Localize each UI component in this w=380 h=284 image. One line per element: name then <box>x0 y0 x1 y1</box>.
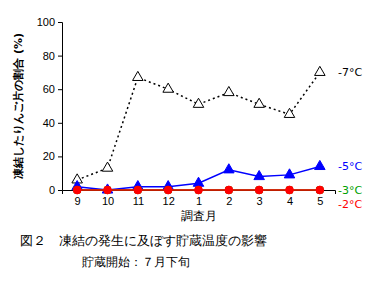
y-tick-mark <box>58 190 62 191</box>
x-axis-title: 調査月 <box>181 209 217 223</box>
y-tick: 0 <box>49 184 62 196</box>
series-marker <box>102 162 113 171</box>
series-marker <box>163 83 174 92</box>
series-marker <box>133 71 144 80</box>
series-label: -3°C <box>338 184 362 197</box>
series-marker <box>73 186 81 194</box>
series-marker <box>104 186 112 194</box>
series-marker <box>195 186 203 194</box>
series-label: -5°C <box>338 160 362 173</box>
series-marker <box>193 177 204 186</box>
series-marker <box>286 186 294 194</box>
x-tick-label: 3 <box>257 195 263 207</box>
x-tick-label: 2 <box>226 195 232 207</box>
y-axis-title: 凍結したりんご片の割合 (%) <box>12 33 25 179</box>
y-tick: 60 <box>43 83 62 95</box>
y-tick-mark <box>58 89 62 90</box>
y-tick-label: 80 <box>43 50 55 62</box>
x-tick-label: 10 <box>102 195 114 207</box>
x-tick-label: 1 <box>196 195 202 207</box>
series-marker <box>74 187 80 193</box>
y-tick: 100 <box>37 16 62 28</box>
y-tick-label: 0 <box>49 184 55 196</box>
series-marker <box>254 98 265 107</box>
y-tick: 80 <box>43 50 62 62</box>
series-marker <box>284 169 295 178</box>
series-marker <box>224 86 235 95</box>
subtitle: 貯蔵開始：７月下旬 <box>82 255 190 269</box>
series-label: -7°C <box>338 66 362 79</box>
y-tick-mark <box>58 156 62 157</box>
series-marker <box>315 66 326 75</box>
x-tick-label: 4 <box>287 195 293 207</box>
series-marker <box>284 108 295 117</box>
series-marker <box>224 164 235 173</box>
title: 図２ 凍結の発生に及ぼす貯蔵温度の影響 <box>20 233 267 248</box>
series-marker <box>105 187 111 193</box>
y-tick-label: 40 <box>43 117 55 129</box>
series-marker <box>102 184 113 193</box>
x-tick-label: 5 <box>317 195 323 207</box>
y-tick: 40 <box>43 117 62 129</box>
series-label: -2°C <box>338 198 362 211</box>
y-tick-mark <box>58 123 62 124</box>
series-marker <box>164 186 172 194</box>
series-marker <box>165 187 171 193</box>
series-line <box>77 72 320 180</box>
y-tick-mark <box>58 56 62 57</box>
series-marker <box>256 187 262 193</box>
y-tick-label: 60 <box>43 83 55 95</box>
series-marker <box>226 187 232 193</box>
y-tick-mark <box>58 22 62 23</box>
y-axis-line <box>58 23 63 191</box>
y-tick-label: 20 <box>43 150 55 162</box>
series-marker <box>317 187 323 193</box>
series-marker <box>135 187 141 193</box>
y-tick-label: 100 <box>37 16 55 28</box>
x-tick-label: 12 <box>163 195 175 207</box>
series-marker <box>287 187 293 193</box>
series-marker <box>196 187 202 193</box>
series-marker <box>225 186 233 194</box>
y-tick: 20 <box>43 150 62 162</box>
series-marker <box>134 186 142 194</box>
series-marker <box>315 160 326 169</box>
plot-area <box>72 66 325 194</box>
series-marker <box>255 186 263 194</box>
series-marker <box>254 170 265 179</box>
series-marker <box>316 186 324 194</box>
x-tick-label: 9 <box>75 195 81 207</box>
series-marker <box>193 98 204 107</box>
chart: 020406080100910111212345調査月凍結したりんご片の割合 (… <box>0 0 380 284</box>
y-axis: 0 20 40 60 80 100 <box>37 16 63 196</box>
x-tick-label: 11 <box>133 195 144 207</box>
